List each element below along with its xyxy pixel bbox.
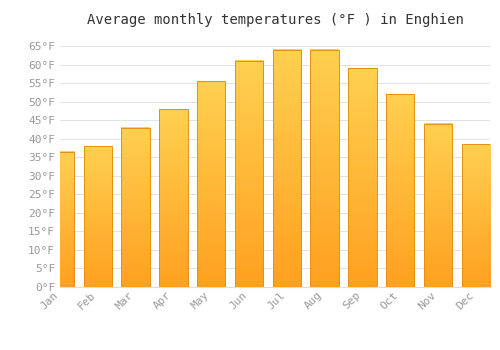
Title: Average monthly temperatures (°F ) in Enghien: Average monthly temperatures (°F ) in En… xyxy=(86,13,464,27)
Bar xyxy=(310,50,339,287)
Bar xyxy=(197,81,226,287)
Bar xyxy=(424,124,452,287)
Bar xyxy=(386,94,414,287)
Bar xyxy=(272,50,301,287)
Bar xyxy=(235,61,263,287)
Bar xyxy=(84,146,112,287)
Bar xyxy=(122,128,150,287)
Bar xyxy=(159,109,188,287)
Bar xyxy=(348,68,376,287)
Bar xyxy=(46,152,74,287)
Bar xyxy=(462,144,490,287)
